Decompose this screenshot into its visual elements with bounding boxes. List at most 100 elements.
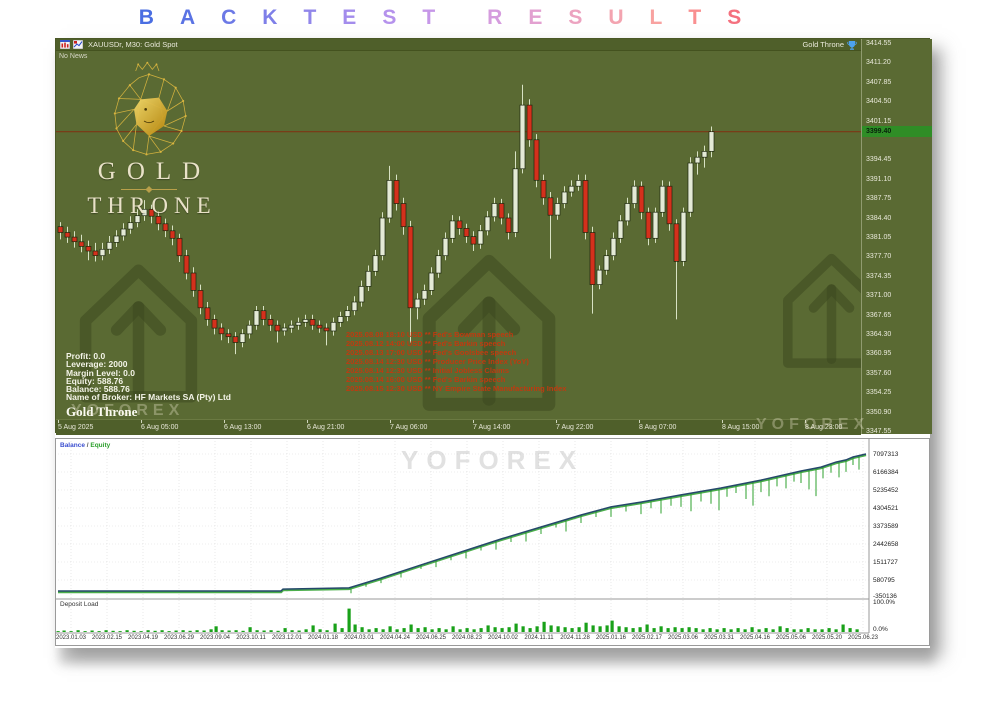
candle-body [120,228,127,237]
deposit-load-bar [195,630,199,632]
candle-body [694,156,701,164]
deposit-load-bar [367,629,371,632]
deposit-load-bar [659,626,663,632]
price-tick-label: 3360.95 [866,350,892,358]
deposit-load-bar [729,629,733,632]
title-letter: T [688,6,702,29]
time-axis-label: 8 Aug 15:00 [722,424,760,431]
candle-body [71,236,78,243]
candle-body [204,307,211,320]
deposit-load-bar [69,631,73,632]
deposit-load-bar [311,625,315,632]
chart-window-icon[interactable] [60,40,70,49]
deposit-load-bar [736,628,740,632]
yoforex-house-watermark [79,264,198,403]
deposit-load-bar [202,630,206,632]
candlestick-chart-panel[interactable]: XAUUSDr, M30: Gold Spot Gold Throne No N… [55,38,932,435]
candle-body [526,104,533,141]
time-tick [307,420,308,423]
title-letter: B [138,6,154,29]
deposit-load-bar [528,628,532,632]
gold-throne-lion-icon [113,61,187,156]
deposit-load-bar [297,630,301,632]
candle-body [652,211,659,239]
deposit-load-bar [111,630,115,632]
trophy-icon [847,40,857,50]
deposit-load-bar [577,627,581,632]
price-tick-label: 3414.55 [866,40,892,47]
price-tick-label: 3371.00 [866,292,892,300]
candle-body [365,270,372,287]
deposit-load-bar [652,628,656,632]
indicator-flag-icon[interactable] [73,40,83,49]
news-event: 2025.08.14 12:30 USD ** Initial Jobless … [346,366,510,375]
deposit-load-bar [381,629,385,632]
time-axis-label: 6 Aug 13:00 [224,424,262,431]
title-letter: K [262,6,278,29]
report-date-label: 2023.01.03 [55,635,87,641]
candle-body [162,223,169,232]
candle-body [330,321,337,332]
report-date-label: 2025.05.06 [775,635,807,641]
deposit-load-bar [262,630,266,632]
candle-body [561,191,568,204]
deposit-load-bar [638,627,642,632]
candlestick-chart[interactable] [56,39,861,419]
price-tick-label: 3391.10 [866,175,892,183]
yoforex-text-watermark: YOFOREX [71,402,185,419]
deposit-load-bar [598,626,602,632]
report-date-label: 2025.06.23 [847,635,879,641]
time-axis-label: 6 Aug 05:00 [141,424,179,431]
news-event: 2025.08.14 12:30 USD ** Producer Price I… [346,357,529,366]
candle-body [638,185,645,213]
news-events-block: 2025.08.08 18:10 USD ** Fed's Bowman spe… [346,330,566,393]
deposit-load-bar [535,626,539,632]
time-axis-label: 7 Aug 14:00 [473,424,511,431]
deposit-load-bar [631,628,635,632]
deposit-load-bar [76,630,80,632]
candle-body [169,230,176,239]
deposit-load-bar [813,629,817,632]
deposit-load-bar [188,630,192,632]
current-price-badge: 3399.40 [862,125,932,137]
candle-body [323,327,330,332]
deposit-load-bar [56,631,60,632]
price-tick-label: 3354.25 [866,389,892,397]
deposit-load-bar [855,629,859,632]
report-date-label: 2023.10.11 [236,635,266,641]
candle-body [92,250,99,256]
logo-text-throne: THRONE [87,193,217,218]
deposit-load-bar [241,630,245,632]
deposit-load-bar [820,629,824,632]
price-tick-label: 3350.90 [866,408,892,416]
deposit-load-bar [83,631,87,632]
time-axis[interactable]: 5 Aug 2025 6 Aug 05:00 6 Aug 13:00 6 Aug 21… [56,419,861,435]
deposit-load-bar [715,629,719,632]
deposit-load-bar [451,626,455,632]
candle-body [295,321,302,326]
candle-body [393,180,400,204]
candle-body [274,324,281,332]
deposit-load-bar [340,628,344,632]
deposit-load-bar [125,630,129,632]
news-event: 2025.08.12 14:00 USD ** Fed's Barkin spe… [346,339,506,348]
candle-body [512,168,519,233]
report-date-label: 2024.04.24 [379,635,411,641]
deposit-load-bar [255,630,259,632]
news-event: 2025.08.14 16:00 USD ** Fed's Barkin spe… [346,375,506,384]
deposit-load-bar [333,623,337,632]
candle-body [463,228,470,237]
deposit-load-bar [841,624,845,632]
candle-body [232,336,239,343]
candle-body [400,203,407,228]
price-axis[interactable]: 3399.40 3414.55 3411.20 3407.85 3404.50 3401… [861,39,932,435]
ea-name-label: Gold Throne [802,40,844,49]
candle-body [309,319,316,326]
candle-body [351,301,358,312]
candle-body [477,230,484,245]
title-letter: T [303,6,317,29]
deposit-load-bar [347,608,351,632]
candle-body [386,180,393,219]
chart-symbol-label: XAUUSDr, M30: Gold Spot [88,40,178,49]
